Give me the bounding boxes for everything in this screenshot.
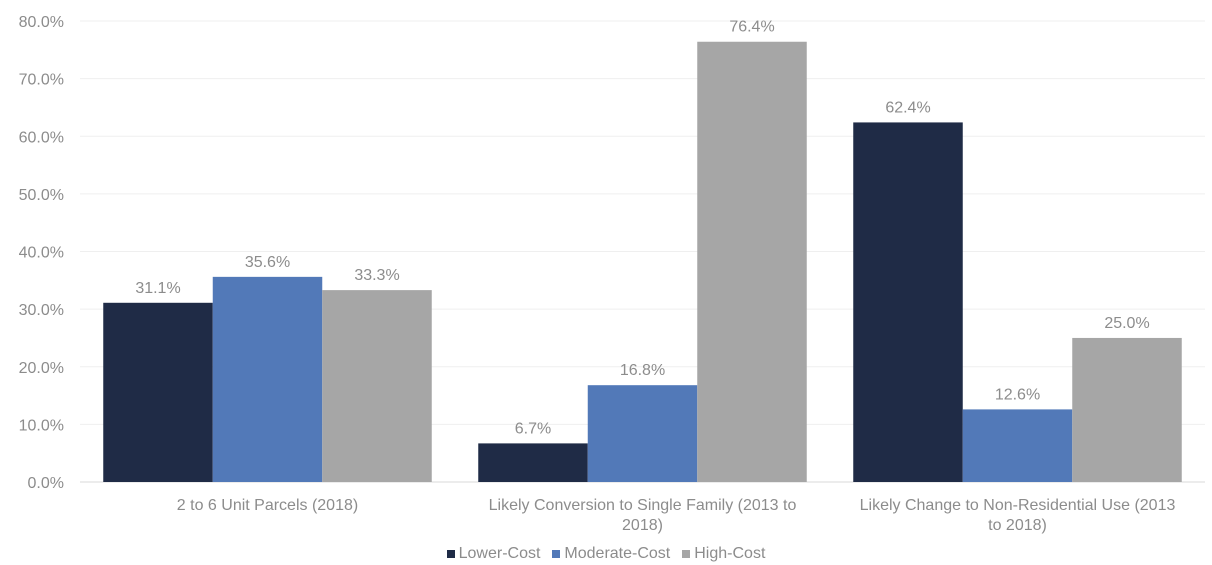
y-tick-label: 20.0% [19,360,64,377]
x-tick-label: Likely Conversion to Single Family (2013… [489,497,797,534]
bar-moderate-cost[interactable] [212,276,323,482]
legend-swatch-high-cost [682,550,691,558]
y-axis-ticks: 0.0% 10.0% 20.0% 30.0% 40.0% 50.0% 60.0% 70.0% 8… [19,14,64,492]
data-label: 25.0% [1104,315,1149,332]
bar-lower-cost[interactable] [103,302,213,482]
legend-swatch-lower-cost [446,550,455,558]
bar-moderate-cost[interactable] [587,385,698,482]
data-label: 33.3% [354,267,399,284]
y-tick-label: 10.0% [19,417,64,434]
bars [103,41,1182,483]
legend-label-high-cost: High-Cost [694,545,766,562]
legend-item-high-cost[interactable]: High-Cost [682,545,765,563]
data-label: 31.1% [135,280,180,297]
legend-swatch-moderate-cost [552,550,561,558]
legend-item-moderate-cost[interactable]: Moderate-Cost [552,545,670,563]
y-tick-label: 40.0% [19,245,64,262]
bar-moderate-cost[interactable] [962,409,1073,482]
data-label: 12.6% [995,386,1040,403]
bar-chart: 0.0% 10.0% 20.0% 30.0% 40.0% 50.0% 60.0% 70.0% 8… [19,14,1205,534]
y-tick-label: 70.0% [19,72,64,89]
bar-lower-cost[interactable] [478,443,588,482]
x-tick-label: Likely Change to Non-Residential Use (20… [860,497,1176,534]
data-label: 35.6% [245,254,290,271]
x-axis-ticks: 2 to 6 Unit Parcels (2018) Likely Convers… [177,497,1176,534]
y-tick-label: 60.0% [19,129,64,146]
legend: Lower-Cost Moderate-Cost High-Cost [0,545,1212,563]
data-labels: 31.1% 6.7% 62.4% 35.6% 16.8% 12.6% 33.3% 76.4% 2… [135,19,1149,438]
legend-label-lower-cost: Lower-Cost [458,545,541,562]
data-label: 6.7% [515,420,551,437]
data-label: 62.4% [885,99,930,116]
legend-item-lower-cost[interactable]: Lower-Cost [446,545,541,563]
y-tick-label: 50.0% [19,187,64,204]
bar-high-cost[interactable] [1072,337,1182,482]
data-label: 16.8% [620,362,665,379]
legend-label-moderate-cost: Moderate-Cost [564,545,671,562]
bar-high-cost[interactable] [697,41,807,483]
y-tick-label: 30.0% [19,302,64,319]
data-label: 76.4% [729,19,774,36]
bar-lower-cost[interactable] [853,122,963,483]
x-tick-label: 2 to 6 Unit Parcels (2018) [177,497,358,514]
y-tick-label: 80.0% [19,14,64,31]
bar-high-cost[interactable] [322,290,432,482]
y-tick-label: 0.0% [28,475,64,492]
